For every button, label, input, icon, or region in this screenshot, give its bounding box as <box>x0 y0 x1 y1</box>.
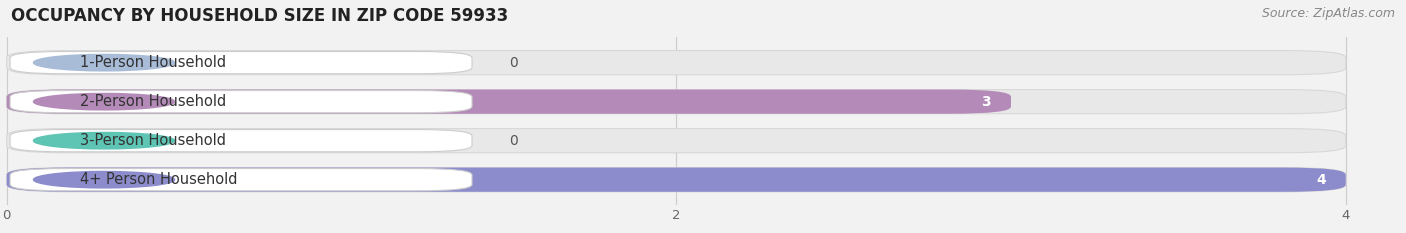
Text: OCCUPANCY BY HOUSEHOLD SIZE IN ZIP CODE 59933: OCCUPANCY BY HOUSEHOLD SIZE IN ZIP CODE … <box>11 7 509 25</box>
Text: Source: ZipAtlas.com: Source: ZipAtlas.com <box>1261 7 1395 20</box>
FancyBboxPatch shape <box>10 51 472 74</box>
FancyBboxPatch shape <box>10 168 472 191</box>
Circle shape <box>34 171 174 188</box>
FancyBboxPatch shape <box>7 129 1346 153</box>
Circle shape <box>34 55 174 71</box>
Text: 3-Person Household: 3-Person Household <box>80 133 226 148</box>
Text: 0: 0 <box>509 134 517 148</box>
FancyBboxPatch shape <box>7 89 1346 114</box>
FancyBboxPatch shape <box>10 130 472 152</box>
Text: 4: 4 <box>1316 173 1326 187</box>
Text: 4+ Person Household: 4+ Person Household <box>80 172 238 187</box>
FancyBboxPatch shape <box>10 91 472 113</box>
Text: 0: 0 <box>509 56 517 70</box>
Circle shape <box>34 132 174 149</box>
Text: 3: 3 <box>981 95 991 109</box>
FancyBboxPatch shape <box>7 168 1346 192</box>
FancyBboxPatch shape <box>7 89 1011 114</box>
Text: 2-Person Household: 2-Person Household <box>80 94 226 109</box>
Text: 1-Person Household: 1-Person Household <box>80 55 226 70</box>
Circle shape <box>34 93 174 110</box>
FancyBboxPatch shape <box>7 168 1346 192</box>
FancyBboxPatch shape <box>7 51 1346 75</box>
